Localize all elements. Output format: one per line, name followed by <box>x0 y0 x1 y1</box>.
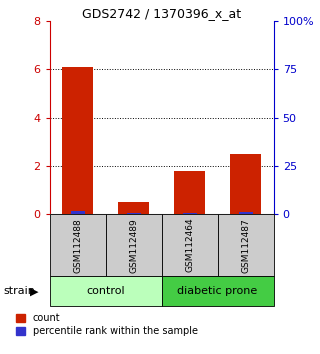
Text: GSM112488: GSM112488 <box>73 218 82 273</box>
Bar <box>71 211 84 214</box>
Text: GSM112464: GSM112464 <box>185 218 194 273</box>
Bar <box>218 214 274 276</box>
Title: GDS2742 / 1370396_x_at: GDS2742 / 1370396_x_at <box>82 7 241 20</box>
Text: GSM112489: GSM112489 <box>129 218 138 273</box>
Legend: count, percentile rank within the sample: count, percentile rank within the sample <box>16 313 197 336</box>
Bar <box>183 213 196 214</box>
Bar <box>162 214 218 276</box>
Bar <box>118 202 149 214</box>
Bar <box>239 212 252 214</box>
Text: diabetic prone: diabetic prone <box>178 286 258 296</box>
Bar <box>62 67 93 214</box>
Bar <box>50 214 106 276</box>
Text: control: control <box>86 286 125 296</box>
Text: GSM112487: GSM112487 <box>241 218 250 273</box>
Bar <box>162 276 274 306</box>
Bar <box>127 213 140 214</box>
Text: ▶: ▶ <box>30 286 39 296</box>
Bar <box>106 214 162 276</box>
Bar <box>50 276 162 306</box>
Bar <box>230 154 261 214</box>
Bar <box>174 171 205 214</box>
Text: strain: strain <box>3 286 35 296</box>
